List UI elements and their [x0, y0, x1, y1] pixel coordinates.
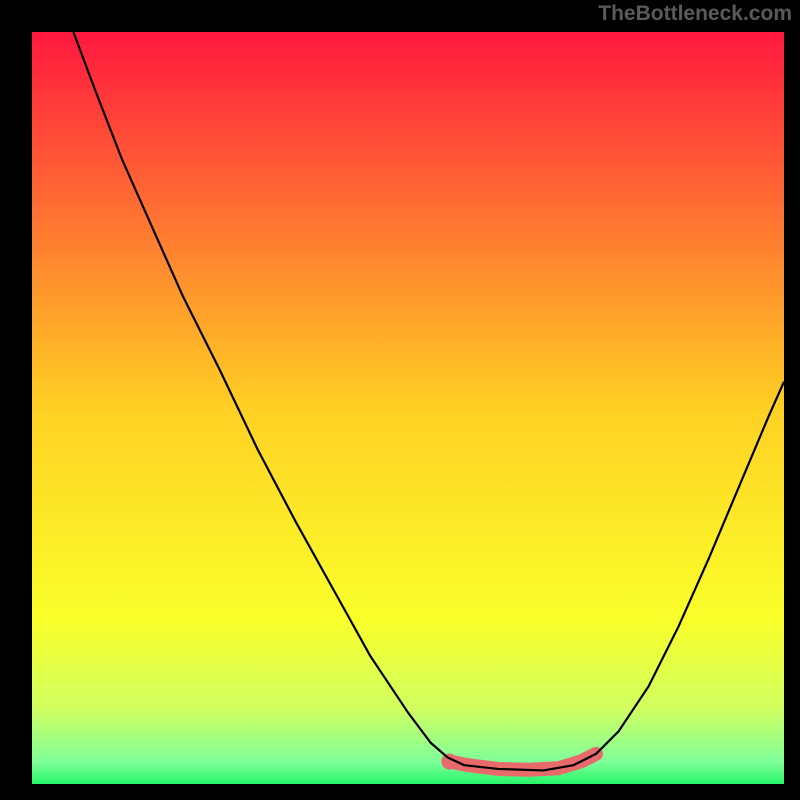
plot-area — [32, 32, 784, 784]
watermark-text: TheBottleneck.com — [598, 2, 792, 26]
chart-container: TheBottleneck.com — [0, 0, 800, 800]
highlight-segment — [449, 754, 596, 770]
curves-layer — [32, 32, 784, 784]
bottleneck-curve — [73, 32, 784, 770]
